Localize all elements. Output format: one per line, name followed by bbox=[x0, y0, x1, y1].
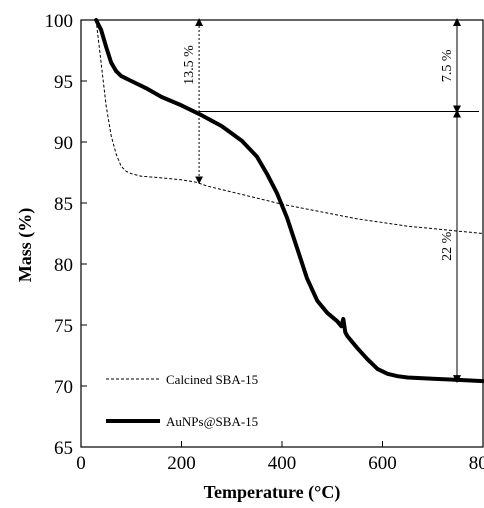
y-tick-label-80: 80 bbox=[54, 255, 73, 276]
y-tick-label-70: 70 bbox=[54, 377, 73, 398]
y-tick-label-95: 95 bbox=[54, 72, 73, 93]
y-axis-title: Mass (%) bbox=[15, 208, 36, 283]
y-tick-label-65: 65 bbox=[54, 438, 73, 459]
y-tick-label-90: 90 bbox=[54, 133, 73, 154]
x-tick-label-200: 200 bbox=[167, 453, 196, 474]
y-tick-label-100: 100 bbox=[45, 11, 74, 32]
legend: Calcined SBA-15 AuNPs@SBA-15 bbox=[106, 372, 258, 429]
x-axis-title: Temperature (°C) bbox=[204, 482, 341, 503]
series-line-0 bbox=[96, 20, 483, 234]
series-line-1 bbox=[96, 20, 483, 381]
axes: 65 70 75 80 85 90 95 100 0 200 400 600 800 bbox=[45, 11, 484, 474]
dimension-label-0: 13.5 % bbox=[182, 45, 197, 85]
legend-label-1: AuNPs@SBA-15 bbox=[166, 414, 258, 429]
annotations: 13.5 % 7.5 % 22 % bbox=[182, 22, 479, 379]
dimension-label-2: 22 % bbox=[440, 231, 455, 261]
x-tick-label-600: 600 bbox=[368, 453, 397, 474]
dimension-label-1: 7.5 % bbox=[440, 49, 455, 82]
x-tick-label-0: 0 bbox=[76, 453, 86, 474]
series-group bbox=[96, 20, 483, 381]
x-tick-label-800: 800 bbox=[469, 453, 484, 474]
x-tick-label-400: 400 bbox=[268, 453, 297, 474]
y-tick-label-75: 75 bbox=[54, 316, 73, 337]
legend-label-0: Calcined SBA-15 bbox=[166, 372, 258, 387]
y-tick-label-85: 85 bbox=[54, 194, 73, 215]
